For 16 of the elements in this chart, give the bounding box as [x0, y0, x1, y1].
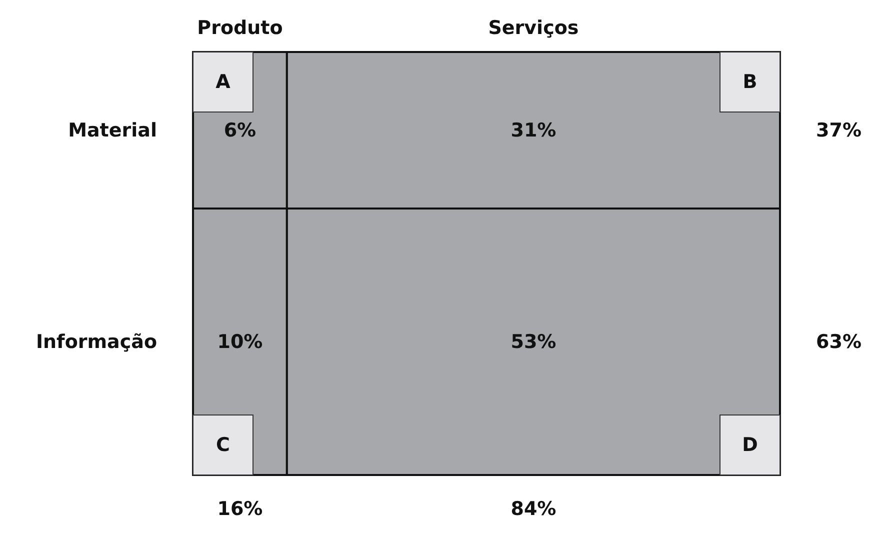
x-tick-label: Produto	[197, 17, 283, 39]
text: 16%	[217, 498, 263, 520]
y-tick-label: Material	[68, 119, 157, 142]
annotation: D	[742, 434, 758, 456]
y-tick-label: Informação	[36, 330, 157, 353]
y2-tick-label: 37%	[816, 119, 862, 142]
text: C	[216, 434, 230, 456]
text: B	[742, 71, 758, 93]
data-label: 10%	[217, 330, 263, 353]
text: 84%	[510, 498, 556, 520]
data-label: 31%	[510, 119, 556, 142]
data-label: 6%	[224, 119, 256, 142]
y2-tick-label: 63%	[816, 330, 862, 353]
data-label: 53%	[510, 330, 556, 353]
x-tick-label: Serviços	[488, 17, 579, 39]
text: A	[216, 71, 231, 93]
